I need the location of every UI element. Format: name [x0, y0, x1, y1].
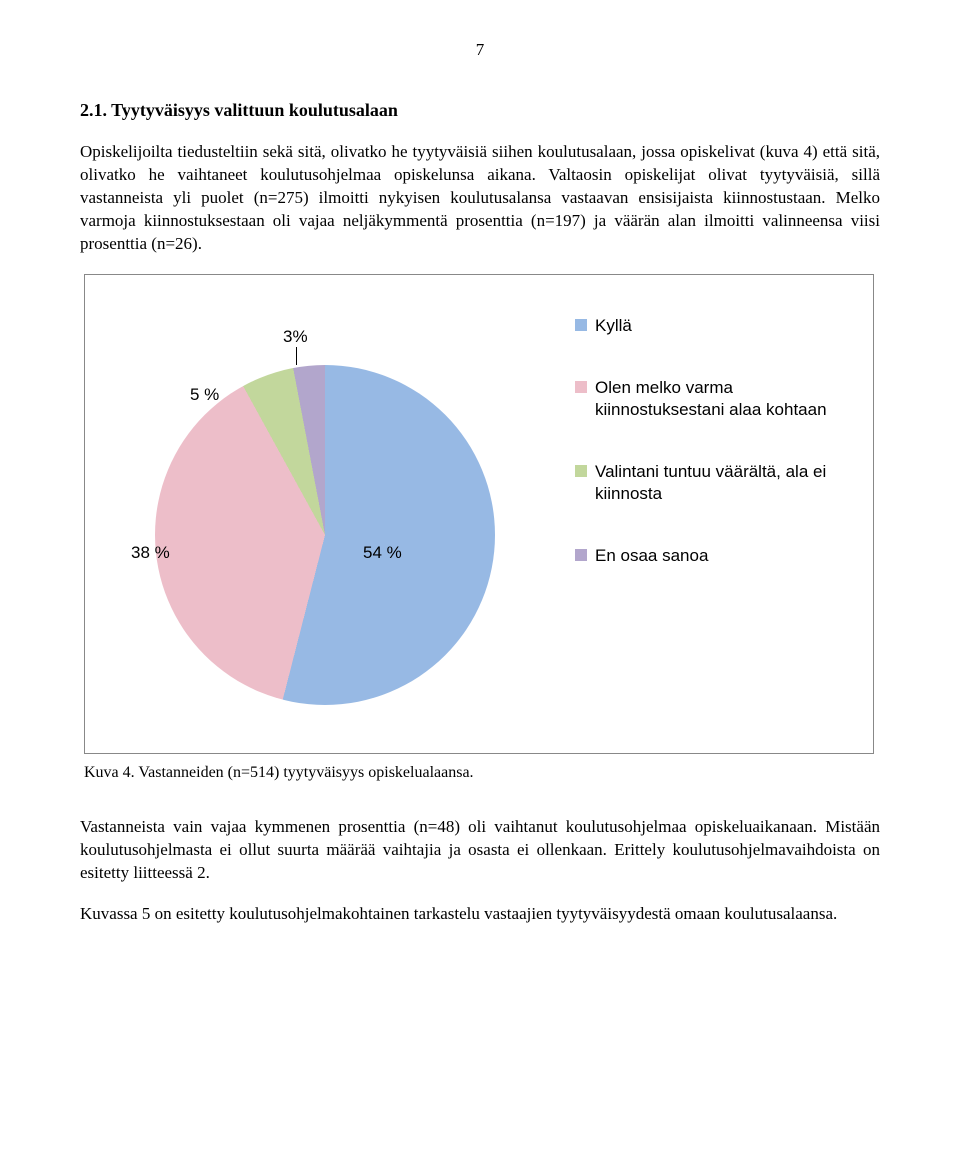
legend-item-en-osaa: En osaa sanoa [575, 545, 865, 567]
legend-text-melko-varma: Olen melko varma kiinnostuksestani alaa … [595, 377, 865, 421]
figure-caption: Kuva 4. Vastanneiden (n=514) tyytyväisyy… [84, 764, 880, 782]
paragraph-1: Opiskelijoilta tiedusteltiin sekä sitä, … [80, 141, 880, 256]
legend-text-vaara: Valintani tuntuu väärältä, ala ei kiinno… [595, 461, 865, 505]
legend-swatch-kylla [575, 319, 587, 331]
leader-3pct [296, 347, 297, 365]
legend-swatch-melko-varma [575, 381, 587, 393]
section-heading: 2.1. Tyytyväisyys valittuun koulutusalaa… [80, 100, 880, 121]
paragraph-2: Vastanneista vain vajaa kymmenen prosent… [80, 816, 880, 885]
legend-item-vaara: Valintani tuntuu väärältä, ala ei kiinno… [575, 461, 865, 505]
pie-chart-inner: 3% 5 % 38 % 54 % Kyllä Olen melko varma … [85, 275, 873, 753]
legend-item-melko-varma: Olen melko varma kiinnostuksestani alaa … [575, 377, 865, 421]
pie-label-5pct: 5 % [190, 385, 219, 405]
pie-chart [155, 365, 495, 705]
page-number: 7 [80, 40, 880, 60]
pie-chart-frame: 3% 5 % 38 % 54 % Kyllä Olen melko varma … [84, 274, 874, 754]
legend-text-en-osaa: En osaa sanoa [595, 545, 708, 567]
pie-label-3pct: 3% [283, 327, 308, 347]
legend-text-kylla: Kyllä [595, 315, 632, 337]
paragraph-3: Kuvassa 5 on esitetty koulutusohjelmakoh… [80, 903, 880, 926]
page-container: 7 2.1. Tyytyväisyys valittuun koulutusal… [0, 0, 960, 1003]
pie-label-54pct: 54 % [363, 543, 402, 563]
legend-swatch-vaara [575, 465, 587, 477]
legend-swatch-en-osaa [575, 549, 587, 561]
pie-wrap: 3% 5 % 38 % 54 % [135, 345, 515, 725]
legend: Kyllä Olen melko varma kiinnostuksestani… [575, 315, 865, 608]
legend-item-kylla: Kyllä [575, 315, 865, 337]
pie-label-38pct: 38 % [131, 543, 170, 563]
